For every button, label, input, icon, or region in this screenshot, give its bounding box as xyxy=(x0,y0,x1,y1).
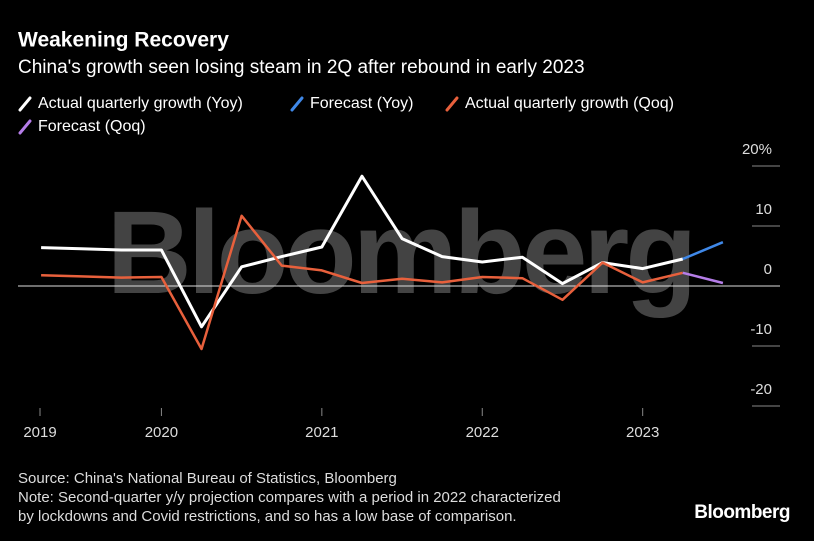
legend-swatch xyxy=(18,119,32,135)
series-line xyxy=(41,214,684,351)
source: Source: China's National Bureau of Stati… xyxy=(18,470,397,487)
legend-label: Forecast (Qoq) xyxy=(38,118,146,135)
note: by lockdowns and Covid restrictions, and… xyxy=(18,508,517,525)
legend-swatch xyxy=(290,96,304,112)
legend-swatch xyxy=(18,96,32,112)
y-tick-label: -10 xyxy=(750,321,772,338)
y-tick-label: 0 xyxy=(764,261,772,278)
note: Note: Second-quarter y/y projection comp… xyxy=(18,489,561,506)
chart-subtitle: China's growth seen losing steam in 2Q a… xyxy=(18,57,585,78)
y-tick-label: 20% xyxy=(742,141,772,158)
x-tick-label: 2020 xyxy=(145,424,178,441)
y-tick-label: -20 xyxy=(750,381,772,398)
series-line xyxy=(682,271,724,285)
legend-label: Forecast (Yoy) xyxy=(310,95,413,112)
x-tick-label: 2022 xyxy=(466,424,499,441)
watermark: Bloomberg xyxy=(107,187,694,319)
series-line xyxy=(682,241,724,261)
x-tick-label: 2023 xyxy=(626,424,659,441)
legend-swatch xyxy=(445,96,459,112)
chart-title: Weakening Recovery xyxy=(18,29,229,52)
x-tick-label: 2019 xyxy=(23,424,56,441)
x-tick-label: 2021 xyxy=(305,424,338,441)
logo: Bloomberg xyxy=(694,502,790,523)
legend-label: Actual quarterly growth (Qoq) xyxy=(465,95,674,112)
series-line xyxy=(41,174,684,329)
legend-label: Actual quarterly growth (Yoy) xyxy=(38,95,243,112)
y-tick-label: 10 xyxy=(755,201,772,218)
